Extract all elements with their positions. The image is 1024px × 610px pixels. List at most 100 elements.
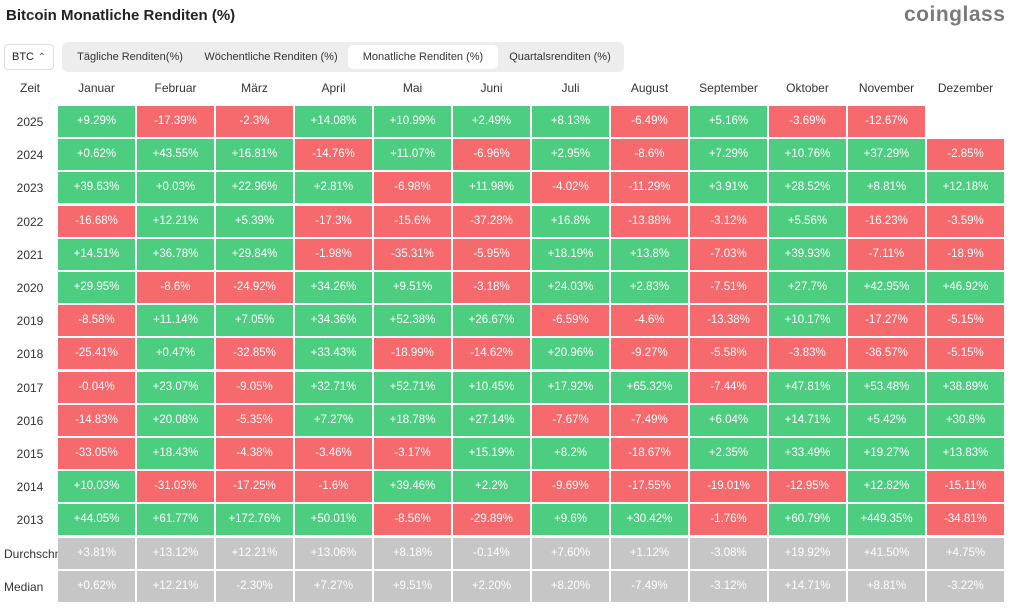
return-cell: +60.79%: [769, 504, 846, 536]
return-cell: +27.7%: [769, 272, 846, 303]
return-cell: -5.95%: [453, 238, 530, 270]
return-cell: +11.98%: [453, 172, 530, 204]
return-cell: -34.81%: [927, 504, 1004, 536]
return-cell: -0.04%: [58, 371, 135, 403]
return-cell: +52.71%: [374, 371, 451, 403]
summary-cell: +12.21%: [216, 537, 293, 569]
return-cell: +24.03%: [532, 272, 609, 303]
return-cell: +61.77%: [137, 504, 214, 536]
return-cell: +7.05%: [216, 305, 293, 337]
return-cell: +22.96%: [216, 172, 293, 204]
return-cell: -7.11%: [848, 238, 925, 270]
row-label: Durchschnitt: [4, 546, 71, 561]
return-cell: +33.49%: [769, 438, 846, 469]
column-header: November: [858, 81, 915, 95]
summary-cell: +41.50%: [848, 537, 925, 569]
row-label: 2022: [16, 214, 44, 229]
return-cell: -4.38%: [216, 438, 293, 469]
summary-cell: +7.60%: [532, 537, 609, 569]
return-cell: -9.05%: [216, 371, 293, 403]
row-label: 2024: [16, 148, 44, 163]
summary-cell: -3.22%: [927, 570, 1004, 602]
return-cell: -17.55%: [611, 471, 688, 503]
summary-cell: -3.08%: [690, 537, 767, 569]
return-cell: +17.92%: [532, 371, 609, 403]
return-cell: +23.07%: [137, 371, 214, 403]
return-cell: -4.6%: [611, 305, 688, 337]
row-label: 2019: [16, 314, 44, 329]
return-cell: +50.01%: [295, 504, 372, 536]
return-cell: -19.01%: [690, 471, 767, 503]
return-cell: +9.6%: [532, 504, 609, 536]
return-cell: -7.67%: [532, 404, 609, 436]
return-cell: +2.83%: [611, 272, 688, 303]
return-cell: +2.2%: [453, 471, 530, 503]
return-cell: -1.76%: [690, 504, 767, 536]
row-label: 2013: [16, 513, 44, 528]
return-cell: +11.14%: [137, 305, 214, 337]
return-cell: -18.99%: [374, 338, 451, 370]
summary-cell: +14.71%: [769, 570, 846, 602]
return-cell: +27.14%: [453, 404, 530, 436]
return-cell: -17.39%: [137, 106, 214, 137]
return-cell: -3.18%: [453, 272, 530, 303]
return-cell: +16.81%: [216, 139, 293, 171]
return-cell: -6.59%: [532, 305, 609, 337]
return-cell: +42.95%: [848, 272, 925, 303]
return-cell: +14.51%: [58, 238, 135, 270]
logo: coinglass: [904, 3, 1006, 26]
column-header: September: [699, 81, 758, 95]
summary-cell: +3.81%: [58, 537, 135, 569]
return-cell: +14.08%: [295, 106, 372, 137]
summary-cell: -0.14%: [453, 537, 530, 569]
column-header: Februar: [154, 81, 197, 95]
tab-bar: Tägliche Renditen(%) Wöchentliche Rendite…: [62, 42, 624, 72]
return-cell: +10.45%: [453, 371, 530, 403]
return-cell: -7.03%: [690, 238, 767, 270]
return-cell: -6.96%: [453, 139, 530, 171]
return-cell: +8.81%: [848, 172, 925, 204]
return-cell: -5.35%: [216, 404, 293, 436]
return-cell: +449.35%: [848, 504, 925, 536]
return-cell: +10.99%: [374, 106, 451, 137]
return-cell: -6.49%: [611, 106, 688, 137]
return-cell: +10.17%: [769, 305, 846, 337]
return-cell: +39.63%: [58, 172, 135, 204]
return-cell: -18.9%: [927, 238, 1004, 270]
return-cell: -7.51%: [690, 272, 767, 303]
tab[interactable]: Monatliche Renditen (%): [348, 45, 498, 69]
tab[interactable]: Quartalsrenditen (%): [509, 51, 611, 63]
return-cell: +34.36%: [295, 305, 372, 337]
column-header: Oktober: [786, 81, 829, 95]
tab[interactable]: Tägliche Renditen(%): [77, 51, 183, 63]
return-cell: +2.35%: [690, 438, 767, 469]
return-cell: +3.91%: [690, 172, 767, 204]
return-cell: +20.96%: [532, 338, 609, 370]
return-cell: +15.19%: [453, 438, 530, 469]
column-header: Januar: [78, 81, 115, 95]
return-cell: -16.23%: [848, 205, 925, 237]
return-cell: -36.57%: [848, 338, 925, 370]
column-header: Juli: [561, 81, 580, 95]
return-cell: +33.43%: [295, 338, 372, 370]
return-cell: -7.49%: [611, 404, 688, 436]
return-cell: -32.85%: [216, 338, 293, 370]
return-cell: -15.11%: [927, 471, 1004, 503]
return-cell: +0.47%: [137, 338, 214, 370]
return-cell: -9.69%: [532, 471, 609, 503]
return-cell: +172.76%: [216, 504, 293, 536]
return-cell: -9.27%: [611, 338, 688, 370]
return-cell: +5.16%: [690, 106, 767, 137]
column-header: Dezember: [937, 81, 994, 95]
return-cell: +9.51%: [374, 272, 451, 303]
return-cell: +28.52%: [769, 172, 846, 204]
tab[interactable]: Wöchentliche Renditen (%): [204, 51, 338, 63]
return-cell: -2.85%: [927, 139, 1004, 171]
asset-select[interactable]: BTC: [4, 44, 54, 70]
return-cell: -35.31%: [374, 238, 451, 270]
return-cell: +39.46%: [374, 471, 451, 503]
return-cell: -3.46%: [295, 438, 372, 469]
return-cell: +39.93%: [769, 238, 846, 270]
return-cell: +6.04%: [690, 404, 767, 436]
return-cell: -14.62%: [453, 338, 530, 370]
